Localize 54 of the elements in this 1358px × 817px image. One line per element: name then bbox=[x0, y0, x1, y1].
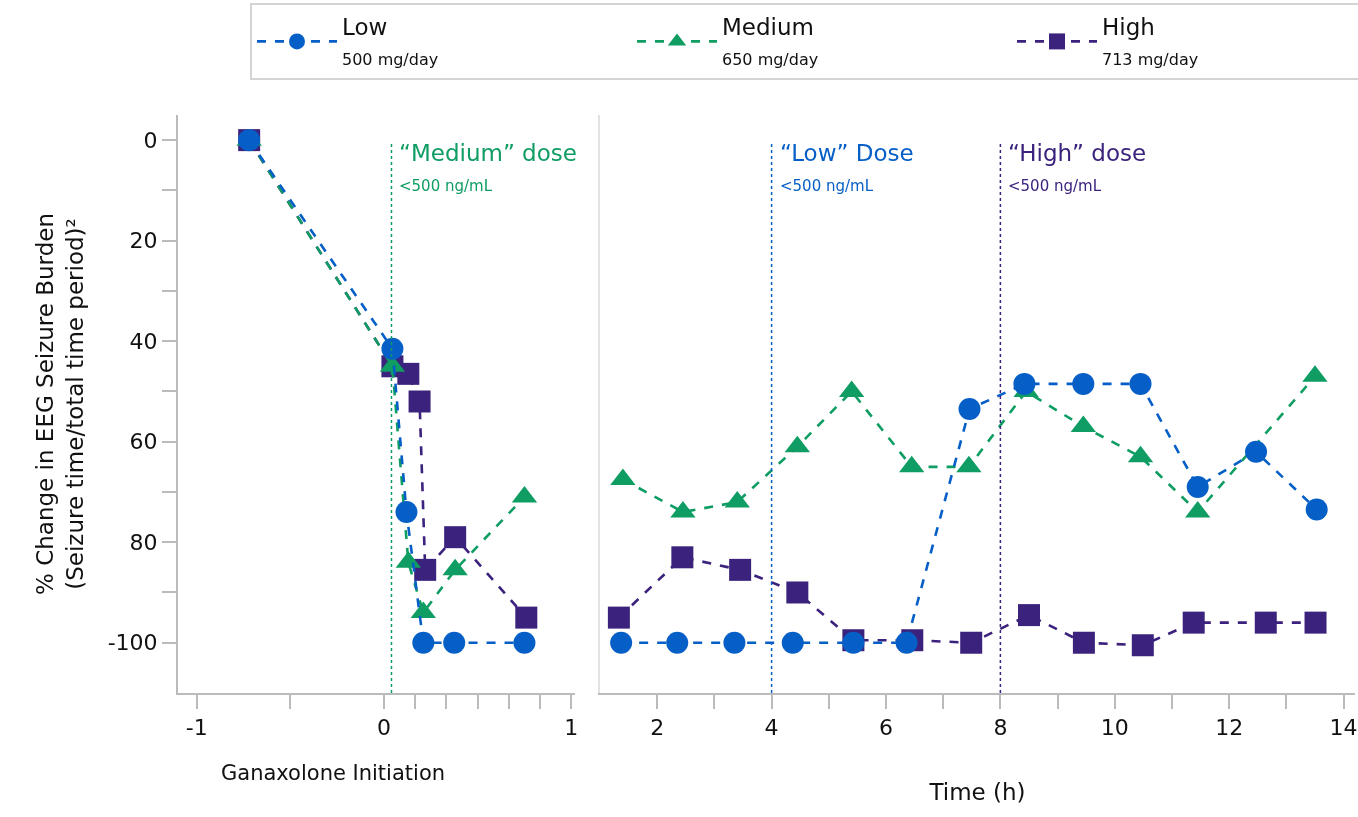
point bbox=[381, 337, 404, 360]
point bbox=[444, 526, 467, 549]
y-tick-label: -100 bbox=[107, 630, 158, 656]
x-tick-label: 10 bbox=[1100, 715, 1129, 741]
point bbox=[610, 631, 633, 654]
legend-label: Low 500 mg/day bbox=[342, 14, 439, 70]
y-tick-label: 80 bbox=[129, 529, 158, 555]
point bbox=[1072, 631, 1095, 654]
point bbox=[1186, 475, 1209, 498]
y-axis-title: % Change in EEG Seizure Burden (Seizure time/total time period)² bbox=[31, 213, 88, 595]
point bbox=[1245, 440, 1268, 463]
point bbox=[1254, 611, 1277, 634]
point bbox=[786, 581, 809, 604]
x-tick-label: 2 bbox=[650, 715, 665, 741]
point bbox=[666, 631, 689, 654]
point bbox=[395, 501, 418, 524]
x-tick-label: 14 bbox=[1329, 715, 1358, 741]
x-tick-label: 0 bbox=[376, 715, 391, 741]
point bbox=[781, 631, 804, 654]
point bbox=[723, 631, 746, 654]
point bbox=[607, 606, 630, 629]
y-tick-label: 0 bbox=[143, 127, 158, 153]
point bbox=[1305, 498, 1328, 521]
point bbox=[960, 631, 983, 654]
x-tick-label: 12 bbox=[1215, 715, 1244, 741]
point bbox=[515, 606, 538, 629]
point bbox=[671, 546, 694, 569]
y-tick-label: 60 bbox=[129, 429, 158, 455]
y-tick-label: 20 bbox=[129, 228, 158, 254]
x-tick-label: 4 bbox=[764, 715, 779, 741]
point bbox=[1182, 611, 1205, 634]
point bbox=[1304, 611, 1327, 634]
point bbox=[414, 558, 437, 581]
point bbox=[397, 362, 420, 385]
point bbox=[513, 631, 536, 654]
ref-line-label: “High” dose <500 ng/mL bbox=[1008, 140, 1147, 195]
ref-line-label: “Low” Dose <500 ng/mL bbox=[780, 140, 914, 195]
x-axis-title: Time (h) bbox=[928, 778, 1026, 805]
point bbox=[1017, 604, 1040, 627]
point bbox=[443, 631, 466, 654]
x-tick-label: -1 bbox=[185, 715, 208, 741]
point bbox=[408, 390, 431, 413]
point bbox=[895, 631, 918, 654]
point bbox=[729, 558, 752, 581]
text: Ganaxolone Initiation bbox=[221, 761, 446, 785]
x-tick-label: 1 bbox=[564, 715, 579, 741]
ref-line-label: “Medium” dose <500 ng/mL bbox=[399, 140, 577, 195]
point bbox=[412, 631, 435, 654]
x-tick-label: 8 bbox=[993, 715, 1008, 741]
legend-label: High 713 mg/day bbox=[1102, 14, 1199, 70]
legend-label: Medium 650 mg/day bbox=[722, 14, 819, 70]
point bbox=[1131, 634, 1154, 657]
x-tick-label: 6 bbox=[878, 715, 893, 741]
y-tick-label: 40 bbox=[129, 328, 158, 354]
